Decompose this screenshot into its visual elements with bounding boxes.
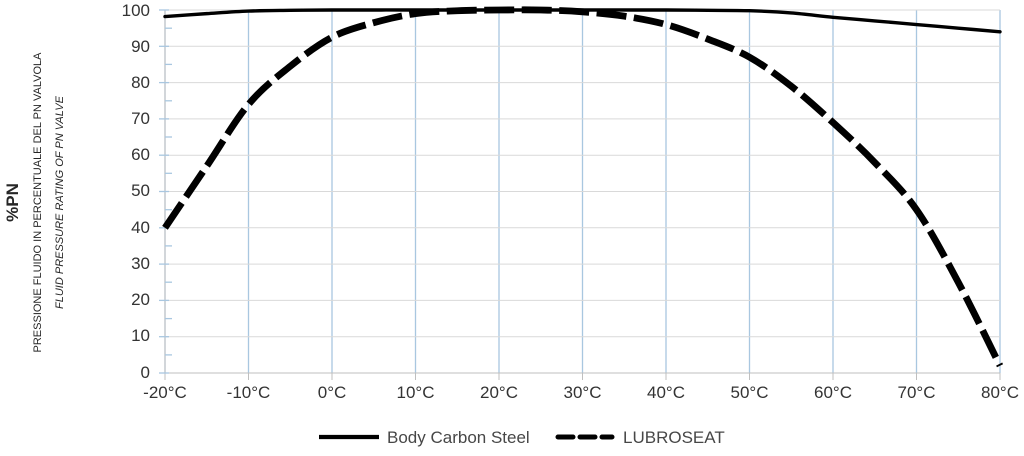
- svg-text:50°C: 50°C: [731, 383, 769, 402]
- svg-text:70°C: 70°C: [898, 383, 936, 402]
- svg-text:30: 30: [131, 254, 150, 273]
- svg-text:60°C: 60°C: [814, 383, 852, 402]
- svg-text:90: 90: [131, 37, 150, 56]
- svg-text:10°C: 10°C: [397, 383, 435, 402]
- svg-text:0°C: 0°C: [318, 383, 347, 402]
- svg-text:80: 80: [131, 73, 150, 92]
- svg-text:-20°C: -20°C: [143, 383, 187, 402]
- svg-text:40°C: 40°C: [647, 383, 685, 402]
- svg-text:LUBROSEAT: LUBROSEAT: [623, 428, 725, 447]
- svg-text:80°C: 80°C: [981, 383, 1019, 402]
- svg-text:60: 60: [131, 145, 150, 164]
- svg-text:70: 70: [131, 109, 150, 128]
- svg-text:100: 100: [122, 1, 150, 20]
- svg-text:Body Carbon Steel: Body Carbon Steel: [387, 428, 530, 447]
- svg-text:0: 0: [141, 363, 150, 382]
- svg-text:20°C: 20°C: [480, 383, 518, 402]
- svg-text:10: 10: [131, 326, 150, 345]
- svg-text:50: 50: [131, 181, 150, 200]
- svg-text:-10°C: -10°C: [227, 383, 271, 402]
- svg-text:40: 40: [131, 218, 150, 237]
- svg-text:30°C: 30°C: [564, 383, 602, 402]
- svg-text:20: 20: [131, 290, 150, 309]
